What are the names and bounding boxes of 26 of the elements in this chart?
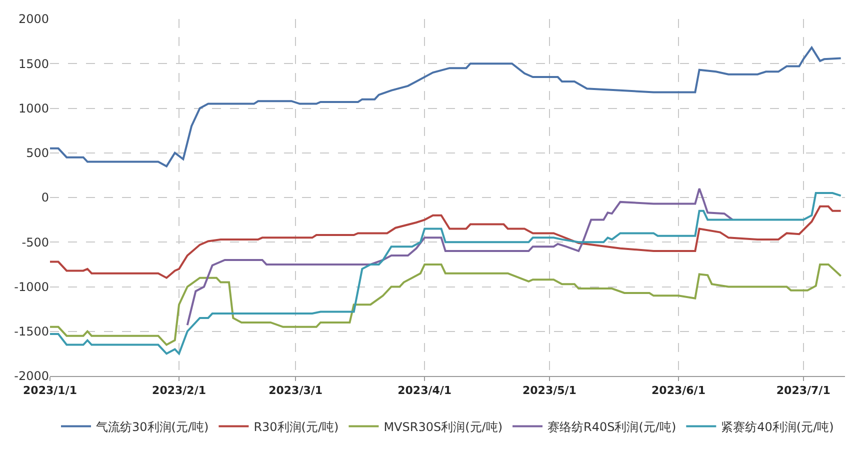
x-tick-label: 2023/3/1	[268, 384, 323, 398]
x-tick-label: 2023/7/1	[776, 384, 830, 398]
y-tick-label: -500	[22, 235, 49, 250]
y-tick-label: 1500	[18, 56, 49, 71]
x-tick-label: 2023/2/1	[152, 384, 206, 398]
legend-label: MVSR30S利润(元/吨)	[384, 420, 503, 434]
line-series	[50, 46, 842, 168]
y-tick-label: -1500	[14, 324, 49, 339]
x-tick-label: 2023/5/1	[522, 384, 576, 398]
x-tick-label: 2023/4/1	[398, 384, 452, 398]
y-tick-label: -1000	[14, 280, 49, 294]
legend-label: 紧赛纺40利润(元/吨)	[721, 420, 834, 434]
y-tick-label: 1000	[18, 101, 49, 116]
line-series	[50, 205, 842, 279]
x-tick-label: 2023/1/1	[23, 384, 77, 398]
legend-label: R30利润(元/吨)	[254, 420, 339, 434]
legend-label: 气流纺30利润(元/吨)	[96, 420, 209, 434]
line-series	[50, 263, 842, 346]
y-tick-label: 500	[26, 146, 49, 160]
line-series	[50, 192, 842, 355]
legend-label: 赛络纺R40S利润(元/吨)	[548, 420, 676, 434]
y-tick-label: 2000	[18, 12, 49, 26]
x-tick-label: 2023/6/1	[652, 384, 706, 398]
y-tick-label: 0	[41, 190, 49, 205]
line-series	[186, 188, 734, 326]
y-tick-label: -2000	[14, 369, 49, 384]
